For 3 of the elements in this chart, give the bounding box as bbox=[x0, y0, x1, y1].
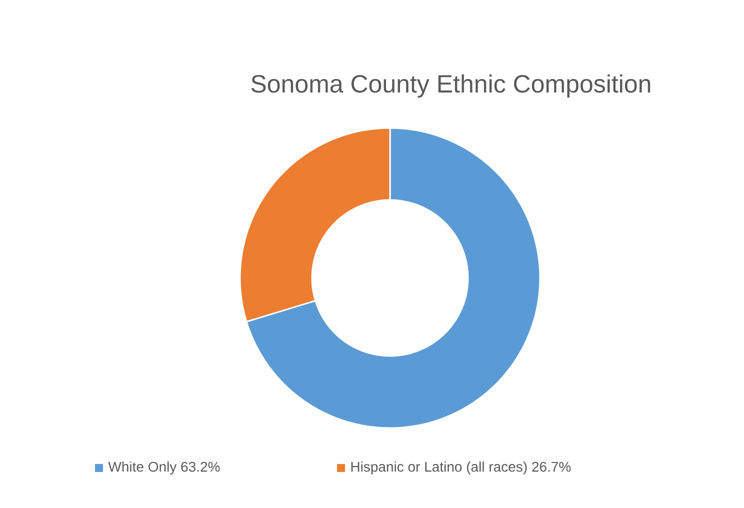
legend-label: Hispanic or Latino (all races) 26.7% bbox=[351, 461, 571, 475]
chart-title: Sonoma County Ethnic Composition bbox=[251, 74, 650, 98]
legend-label: White Only 63.2% bbox=[108, 461, 220, 475]
